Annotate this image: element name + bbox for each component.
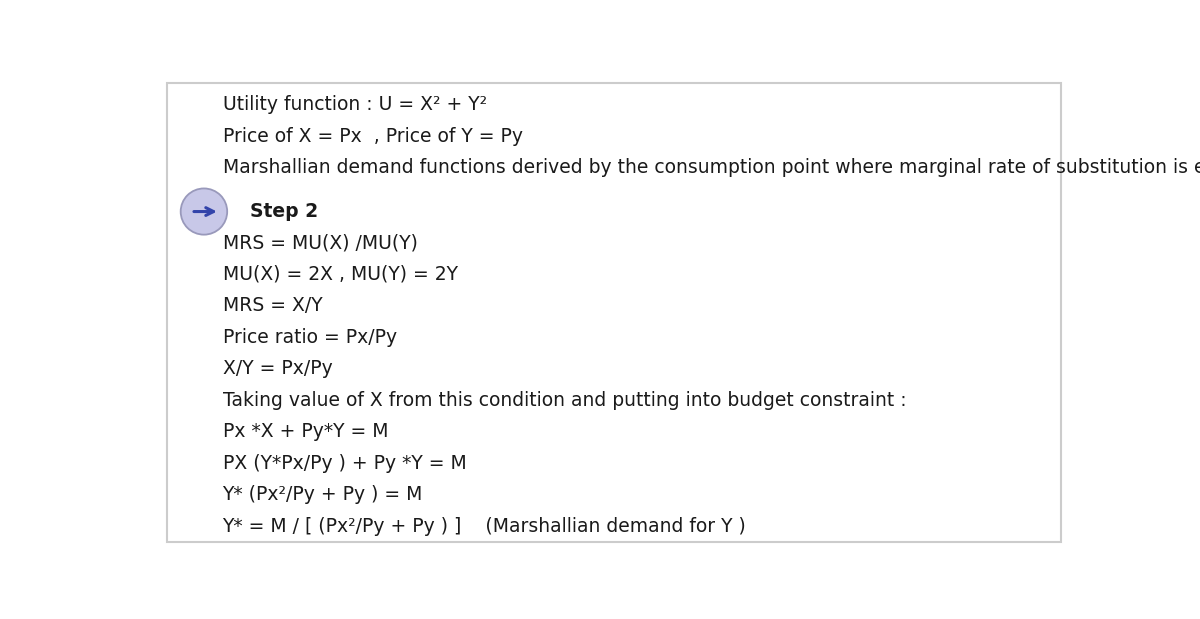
Text: Taking value of X from this condition and putting into budget constraint :: Taking value of X from this condition an… [222, 391, 906, 410]
Ellipse shape [181, 188, 227, 235]
Text: MU(X) = 2X , MU(Y) = 2Y: MU(X) = 2X , MU(Y) = 2Y [222, 265, 457, 284]
Text: X/Y = Px/Py: X/Y = Px/Py [222, 360, 332, 378]
Text: MRS = X/Y: MRS = X/Y [222, 297, 322, 316]
Text: PX (Y*Px/Py ) + Py *Y = M: PX (Y*Px/Py ) + Py *Y = M [222, 454, 467, 473]
Text: Y* (Px²/Py + Py ) = M: Y* (Px²/Py + Py ) = M [222, 485, 422, 504]
Text: Step 2: Step 2 [251, 202, 318, 221]
FancyBboxPatch shape [167, 83, 1062, 542]
Text: MRS = MU(X) /MU(Y): MRS = MU(X) /MU(Y) [222, 233, 418, 253]
Text: Price ratio = Px/Py: Price ratio = Px/Py [222, 328, 397, 347]
Text: Utility function : U = X² + Y²: Utility function : U = X² + Y² [222, 95, 487, 115]
Text: Price of X = Px  , Price of Y = Py: Price of X = Px , Price of Y = Py [222, 127, 522, 145]
Text: Y* = M / [ (Px²/Py + Py ) ]    (Marshallian demand for Y ): Y* = M / [ (Px²/Py + Py ) ] (Marshallian… [222, 517, 746, 535]
Text: Px *X + Py*Y = M: Px *X + Py*Y = M [222, 422, 388, 441]
Text: Marshallian demand functions derived by the consumption point where marginal rat: Marshallian demand functions derived by … [222, 158, 1200, 177]
